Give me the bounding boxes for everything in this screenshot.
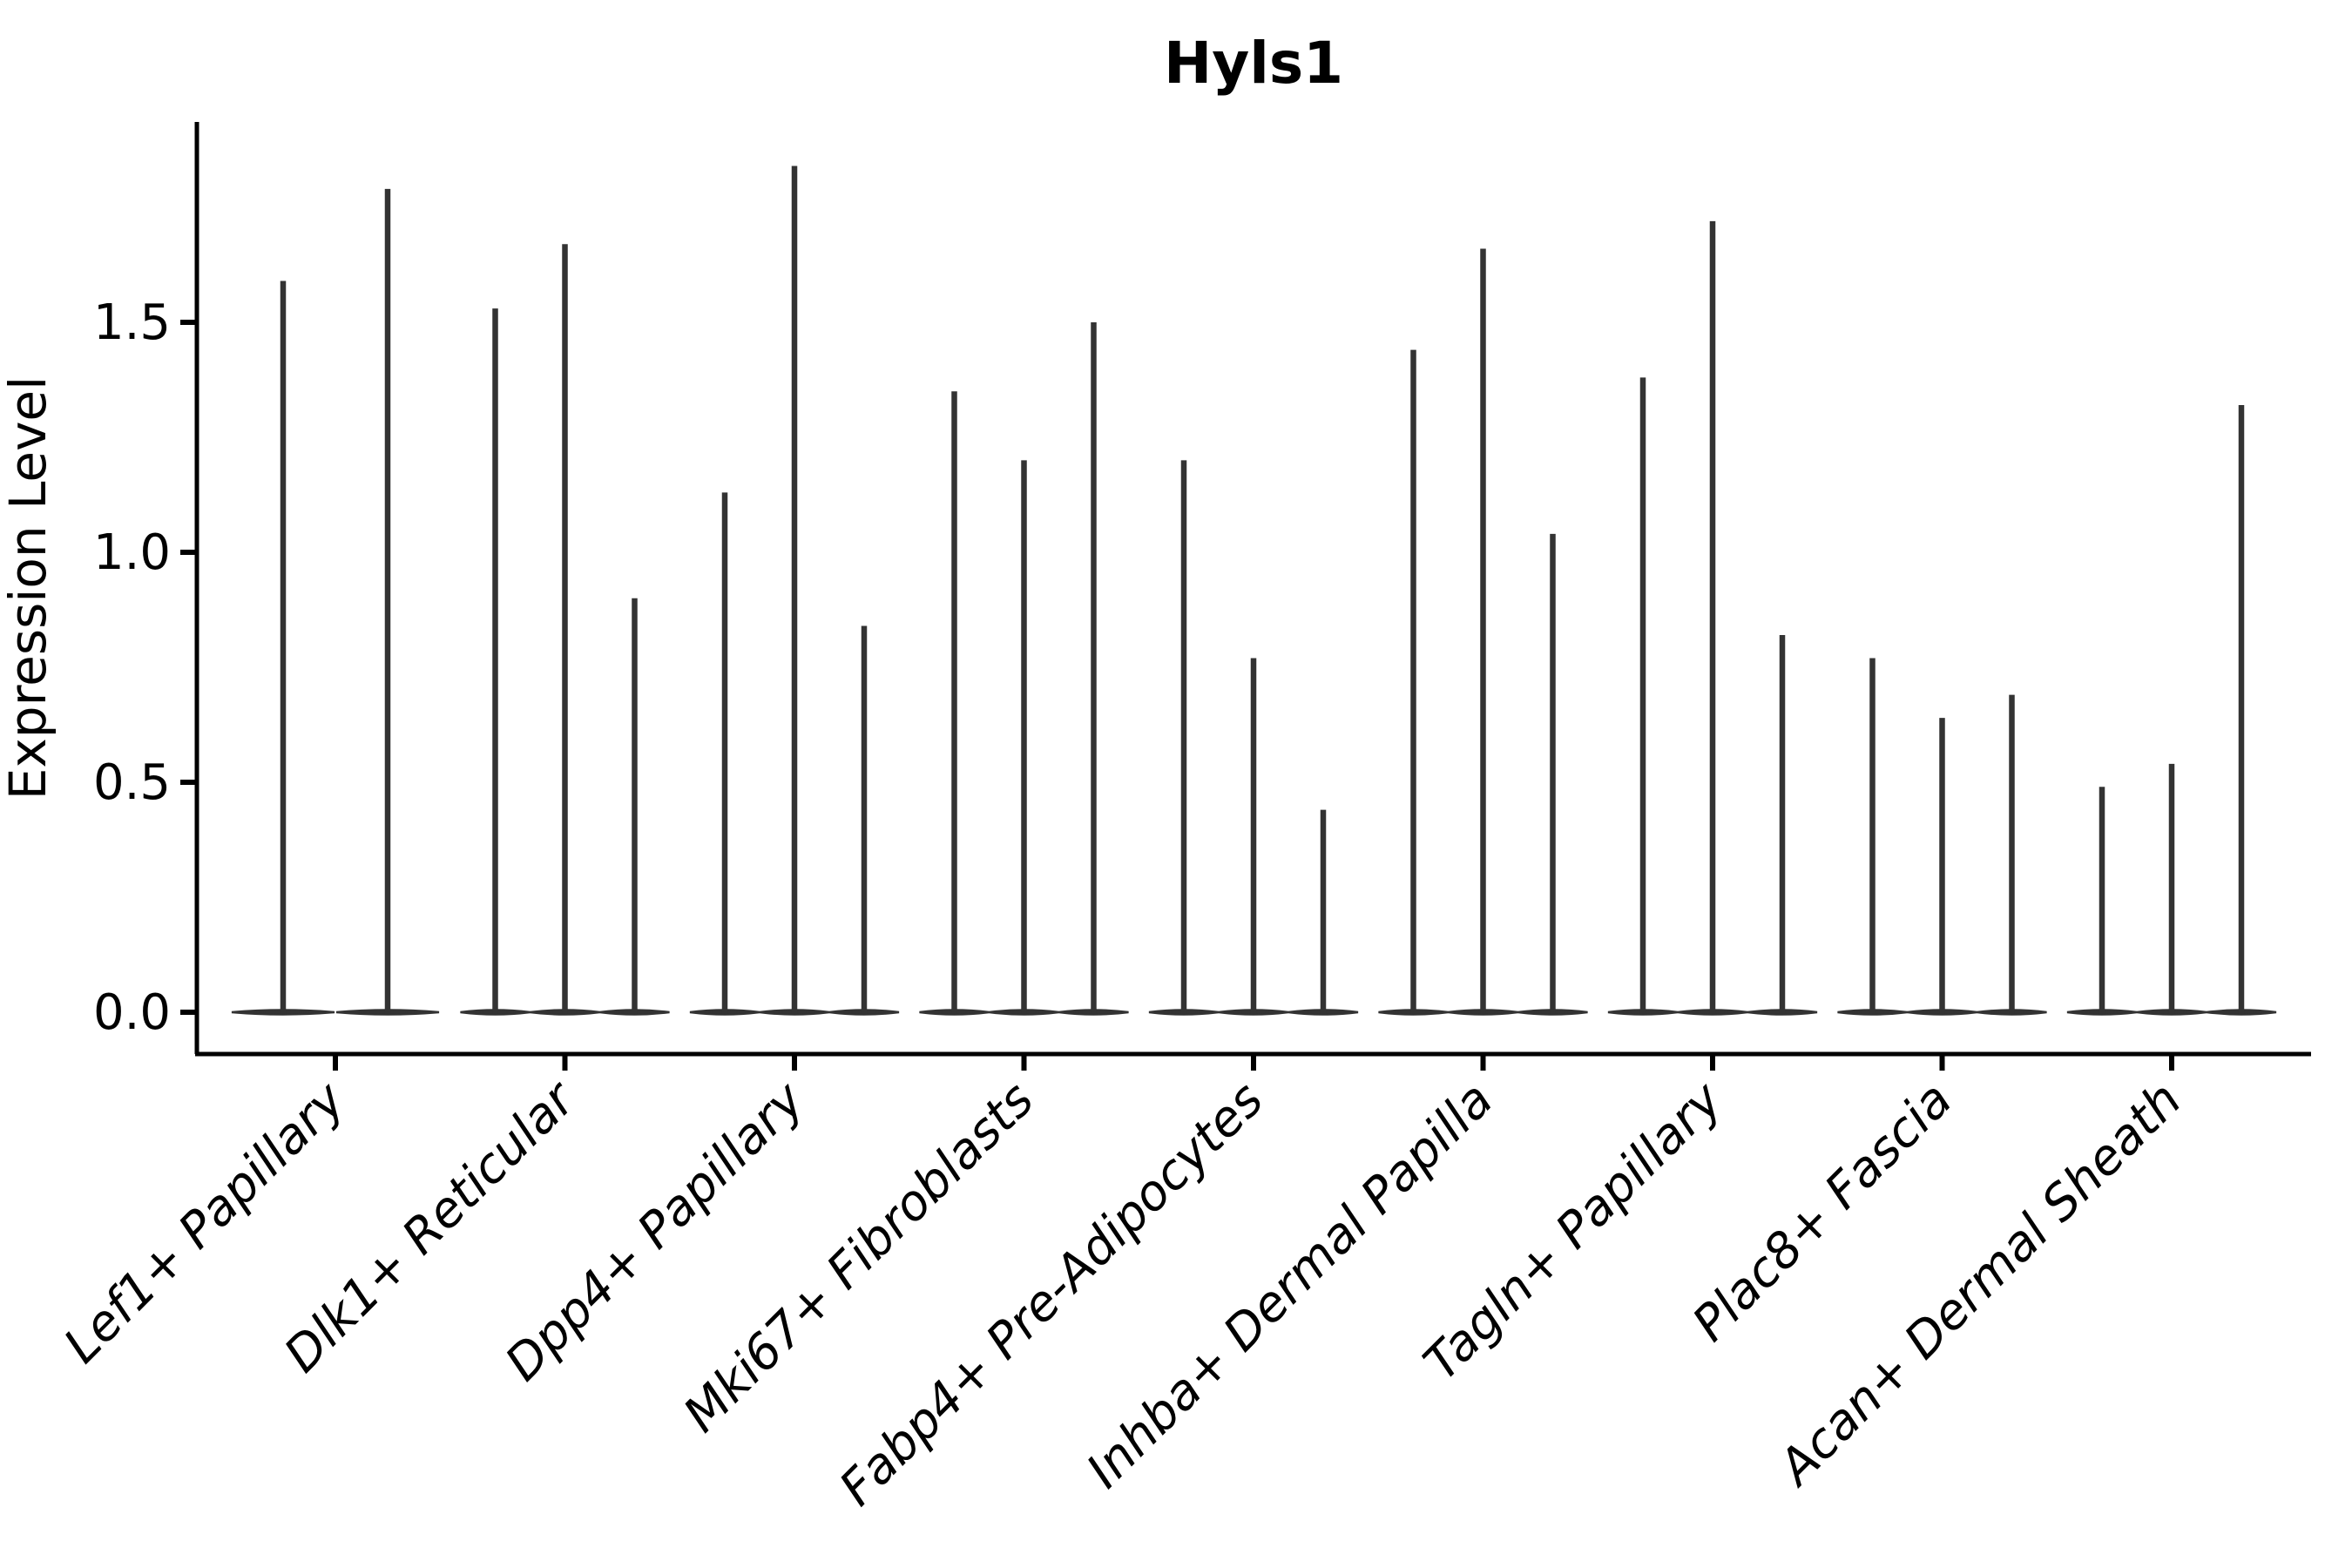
x-tick-label: Acan+ Dermal Sheath bbox=[1767, 1071, 2193, 1497]
x-tick-label: Inhba+ Dermal Papilla bbox=[1076, 1071, 1504, 1499]
y-tick-label: 0.5 bbox=[93, 754, 171, 811]
x-tick-label: Fabp4+ Pre-Adipocytes bbox=[829, 1071, 1274, 1517]
y-axis-label: Expression Level bbox=[0, 376, 57, 800]
y-tick-label: 1.0 bbox=[93, 524, 171, 581]
chart-title: Hyls1 bbox=[1164, 30, 1343, 97]
y-tick-label: 1.5 bbox=[93, 294, 171, 351]
y-tick-label: 0.0 bbox=[93, 984, 171, 1041]
